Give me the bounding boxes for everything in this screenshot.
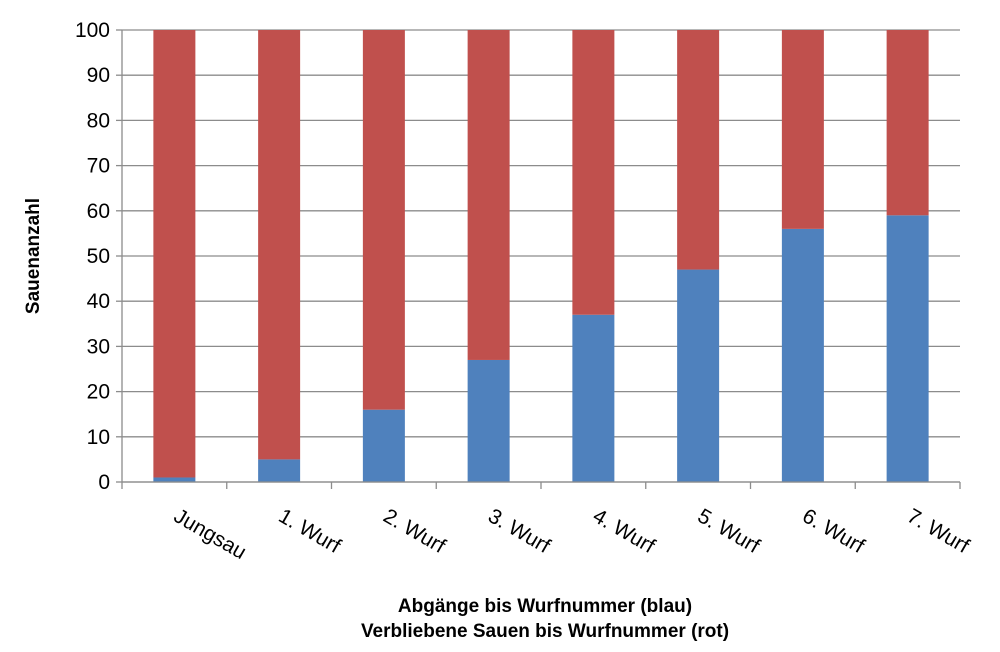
y-tick-label: 20	[87, 381, 110, 404]
x-axis-title-line1: Abgänge bis Wurfnummer (blau)	[397, 596, 693, 617]
y-axis-title: Sauenanzahl	[23, 198, 44, 314]
x-category-label: 5. Wurf	[694, 504, 764, 558]
y-tick-label: 40	[87, 290, 110, 313]
bar-blue-segment	[362, 409, 405, 482]
x-category-label: 1. Wurf	[275, 504, 345, 558]
y-tick-label: 60	[87, 200, 110, 223]
x-category-label: Jungsau	[170, 504, 250, 564]
bars	[153, 30, 929, 482]
bar-red-segment	[362, 30, 405, 410]
x-category-label: 3. Wurf	[484, 504, 554, 558]
bar-red-segment	[572, 30, 615, 315]
bar-red-segment	[467, 30, 510, 360]
bar-blue-segment	[153, 477, 196, 482]
y-tick-label: 10	[87, 426, 110, 449]
y-tick-label: 80	[87, 109, 110, 132]
bar-red-segment	[258, 30, 301, 460]
bar-red-segment	[886, 30, 929, 216]
bar-blue-segment	[258, 459, 301, 482]
axes	[116, 29, 961, 489]
x-axis-title-line2: Verbliebene Sauen bis Wurfnummer (rot)	[360, 621, 730, 642]
x-tick-labels: Jungsau 1. Wurf 2. Wurf 3. Wurf 4. Wurf 5. Wu…	[170, 504, 973, 564]
x-category-label: 4. Wurf	[589, 504, 659, 558]
x-category-label: 6. Wurf	[798, 504, 868, 558]
bar-blue-segment	[781, 228, 824, 482]
bar-red-segment	[781, 30, 824, 229]
bar-blue-segment	[572, 314, 615, 482]
bar-red-segment	[153, 30, 196, 478]
y-tick-label: 50	[87, 245, 110, 268]
x-category-label: 7. Wurf	[903, 504, 973, 558]
y-tick-labels: 0 10 20 30 40 50 60 70 80 90 100	[75, 19, 110, 494]
bar-blue-segment	[467, 359, 510, 482]
gridlines	[122, 29, 960, 483]
bar-blue-segment	[677, 269, 720, 482]
y-tick-label: 0	[98, 471, 110, 494]
bar-red-segment	[677, 30, 720, 270]
y-tick-label: 70	[87, 155, 110, 178]
bar-blue-segment	[886, 215, 929, 482]
y-tick-label: 100	[75, 19, 110, 42]
x-category-label: 2. Wurf	[379, 504, 449, 558]
y-tick-label: 30	[87, 335, 110, 358]
y-tick-label: 90	[87, 64, 110, 87]
